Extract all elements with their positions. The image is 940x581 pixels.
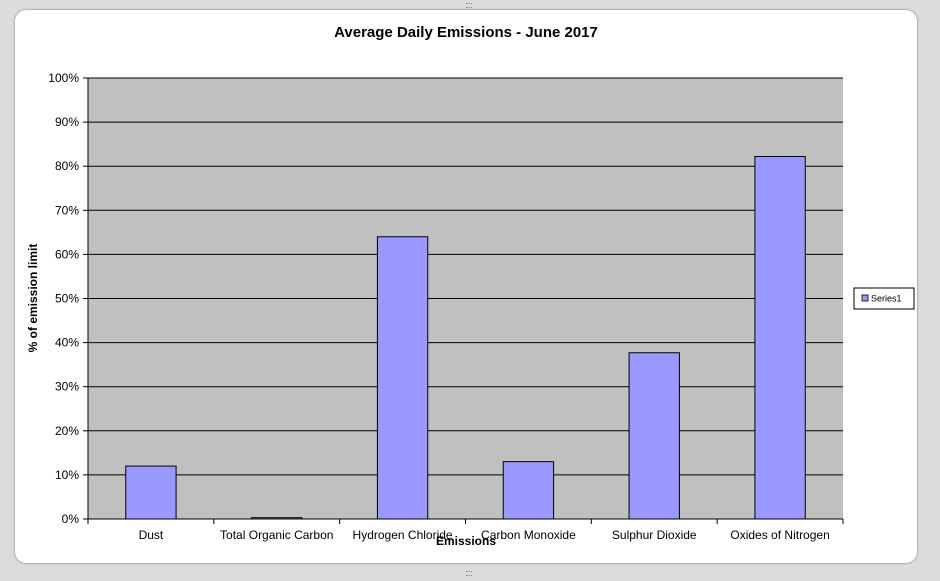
- axes: [83, 77, 844, 524]
- x-tick-label: Oxides of Nitrogen: [730, 528, 829, 542]
- x-tick-label: Carbon Monoxide: [481, 528, 576, 542]
- y-tick-label: 0%: [62, 512, 80, 526]
- y-tick-label: 40%: [55, 336, 79, 350]
- y-tick-label: 100%: [48, 71, 79, 85]
- bar-3: [502, 461, 555, 520]
- y-axis-title: % of emission limit: [26, 244, 40, 353]
- y-tick-label: 90%: [55, 115, 79, 129]
- x-tick-label: Hydrogen Chloride: [353, 528, 453, 542]
- x-tick-label: Dust: [139, 528, 164, 542]
- y-tick-labels: 0% 10% 20% 30% 40% 50% 60% 70% 80% 90% 100%: [48, 71, 79, 526]
- legend-label-series1: Series1: [871, 294, 902, 304]
- x-axis-title: Emissions: [436, 534, 496, 548]
- resize-handle-top[interactable]: [466, 3, 472, 8]
- chart-title: Average Daily Emissions - June 2017: [334, 24, 598, 41]
- legend: Series1: [853, 287, 915, 310]
- y-tick-label: 70%: [55, 203, 79, 217]
- bar-2: [376, 236, 429, 520]
- bar-5: [754, 155, 806, 520]
- x-tick-labels: Dust Total Organic Carbon Hydrogen Chlorid…: [139, 528, 830, 542]
- legend-box: [853, 287, 915, 310]
- y-tick-label: 60%: [55, 247, 79, 261]
- y-tick-label: 50%: [55, 292, 79, 306]
- x-tick-label: Sulphur Dioxide: [612, 528, 697, 542]
- y-tick-label: 80%: [55, 159, 79, 173]
- legend-swatch-series1: [861, 294, 869, 302]
- resize-handle-bottom[interactable]: [466, 571, 472, 576]
- y-tick-label: 30%: [55, 380, 79, 394]
- y-tick-label: 10%: [55, 468, 79, 482]
- bar-4: [628, 352, 680, 520]
- bar-0: [125, 465, 177, 520]
- y-tick-label: 20%: [55, 424, 79, 438]
- x-tick-label: Total Organic Carbon: [220, 528, 333, 542]
- gridlines: [88, 77, 843, 476]
